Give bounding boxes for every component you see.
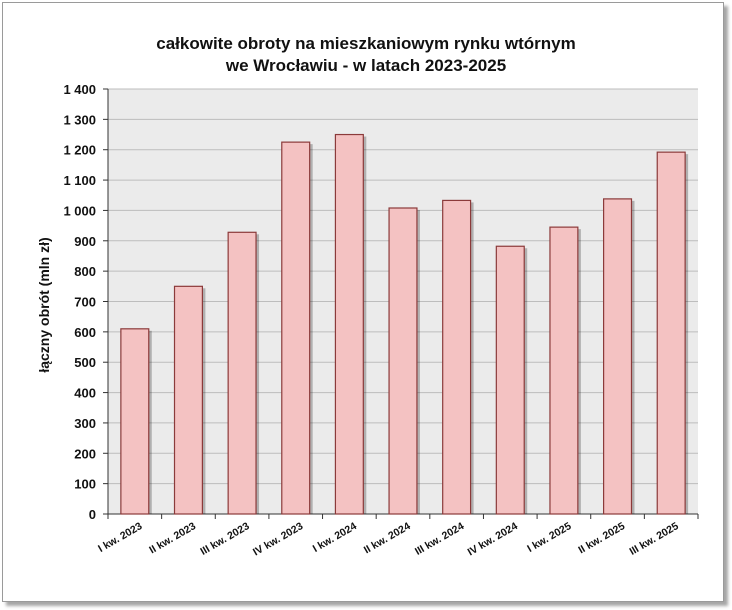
chart-title-line-2: we Wrocławiu - w latach 2023-2025 (225, 56, 507, 75)
y-tick-label: 600 (74, 325, 96, 340)
x-tick-label: II kw. 2024 (362, 520, 413, 556)
y-tick-label: 0 (89, 507, 96, 522)
y-tick-label: 900 (74, 234, 96, 249)
y-tick-label: 1 300 (63, 112, 96, 127)
x-tick-label: II kw. 2023 (147, 520, 198, 556)
y-tick-label: 1 000 (63, 203, 96, 218)
bar (495, 245, 525, 515)
bar (334, 133, 364, 515)
bar (388, 207, 418, 515)
x-tick-label: I kw. 2024 (311, 520, 359, 555)
x-tick-label: IV kw. 2023 (251, 520, 305, 558)
x-tick-label: III kw. 2023 (198, 520, 251, 558)
x-tick-label: IV kw. 2024 (466, 520, 520, 558)
bar (442, 199, 472, 515)
y-tick-label: 400 (74, 386, 96, 401)
x-tick-label: I kw. 2025 (525, 520, 573, 555)
y-tick-label: 700 (74, 295, 96, 310)
bar (602, 198, 633, 515)
y-tick-label: 500 (74, 355, 96, 370)
x-tick-label: III kw. 2024 (413, 520, 466, 558)
x-tick-label: III kw. 2025 (627, 520, 680, 558)
bar (549, 226, 579, 515)
y-tick-label: 1 100 (63, 173, 96, 188)
bar (227, 231, 257, 515)
y-tick-label: 100 (74, 477, 96, 492)
y-tick-label: 1 400 (63, 82, 96, 97)
bar (656, 151, 686, 515)
x-tick-label: II kw. 2025 (576, 520, 627, 556)
y-tick-label: 300 (74, 416, 96, 431)
y-tick-label: 200 (74, 446, 96, 461)
bar (173, 285, 204, 515)
bar (120, 328, 150, 515)
bar (281, 141, 311, 515)
chart-title-line-1: całkowite obroty na mieszkaniowym rynku … (156, 34, 576, 53)
x-tick-label: I kw. 2023 (96, 520, 144, 555)
y-tick-label: 1 200 (63, 143, 96, 158)
y-tick-label: 800 (74, 264, 96, 279)
